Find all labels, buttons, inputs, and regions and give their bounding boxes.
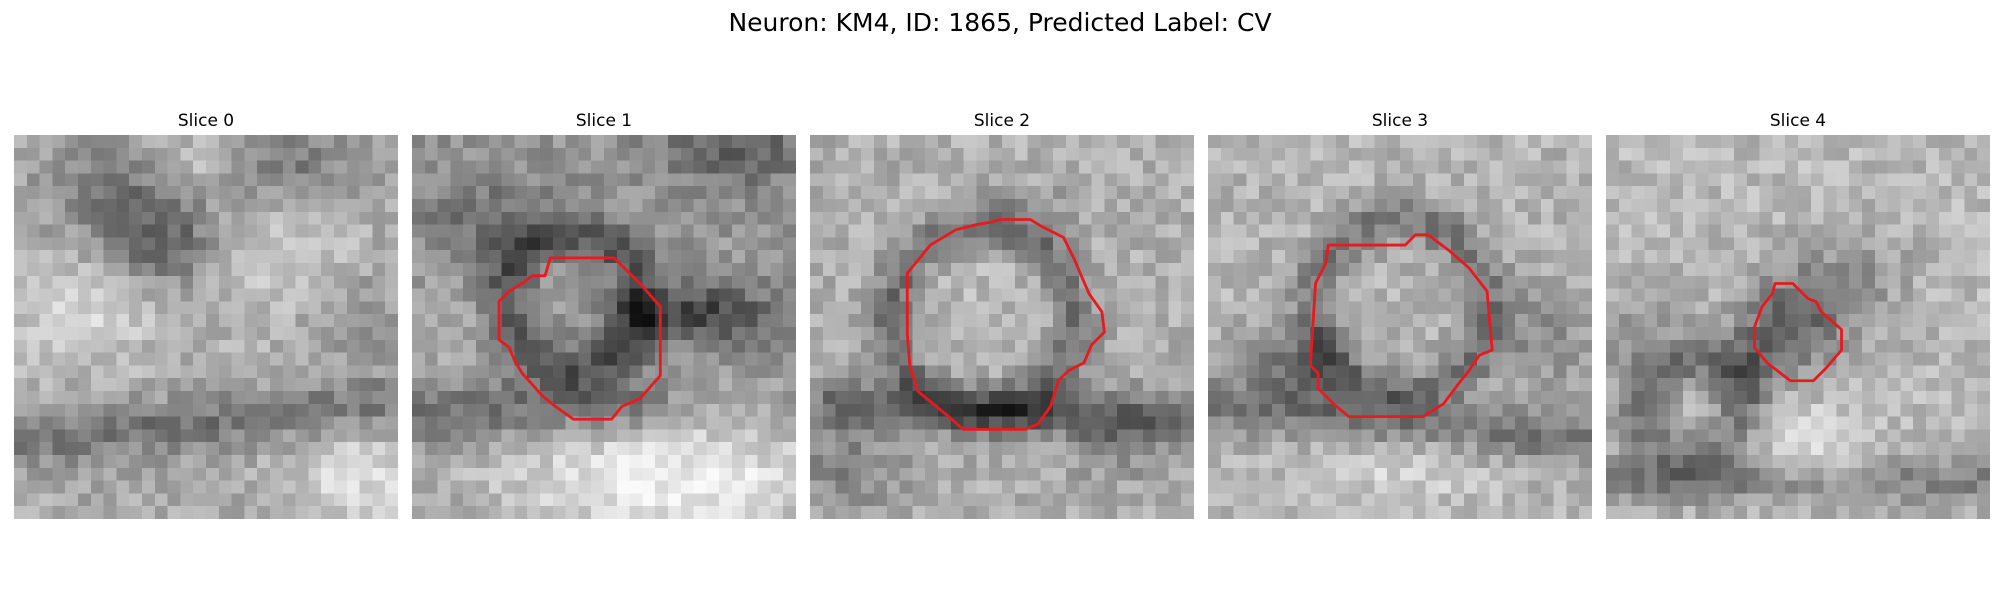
slice-title: Slice 0 [177,111,235,131]
figure-title: Neuron: KM4, ID: 1865, Predicted Label: … [728,8,1272,37]
slice-panel: Slice 2 [810,108,1194,519]
slice-title: Slice 3 [1371,111,1429,131]
slice-title: Slice 1 [575,111,633,131]
segmentation-contour [905,218,1106,431]
slice-image [14,135,398,519]
slice-image [810,135,1194,519]
slice-image [1208,135,1592,519]
slice-image [412,135,796,519]
slice-panel: Slice 3 [1208,108,1592,519]
slice-title: Slice 2 [973,111,1031,131]
slice-panel: Slice 4 [1606,108,1990,519]
slice-title: Slice 4 [1769,111,1827,131]
segmentation-contour [497,256,662,421]
segmentation-contour [1753,282,1843,383]
segmentation-contour [1308,233,1494,419]
slice-panel: Slice 1 [412,108,796,519]
slice-image [1606,135,1990,519]
slice-panel: Slice 0 [14,108,398,519]
